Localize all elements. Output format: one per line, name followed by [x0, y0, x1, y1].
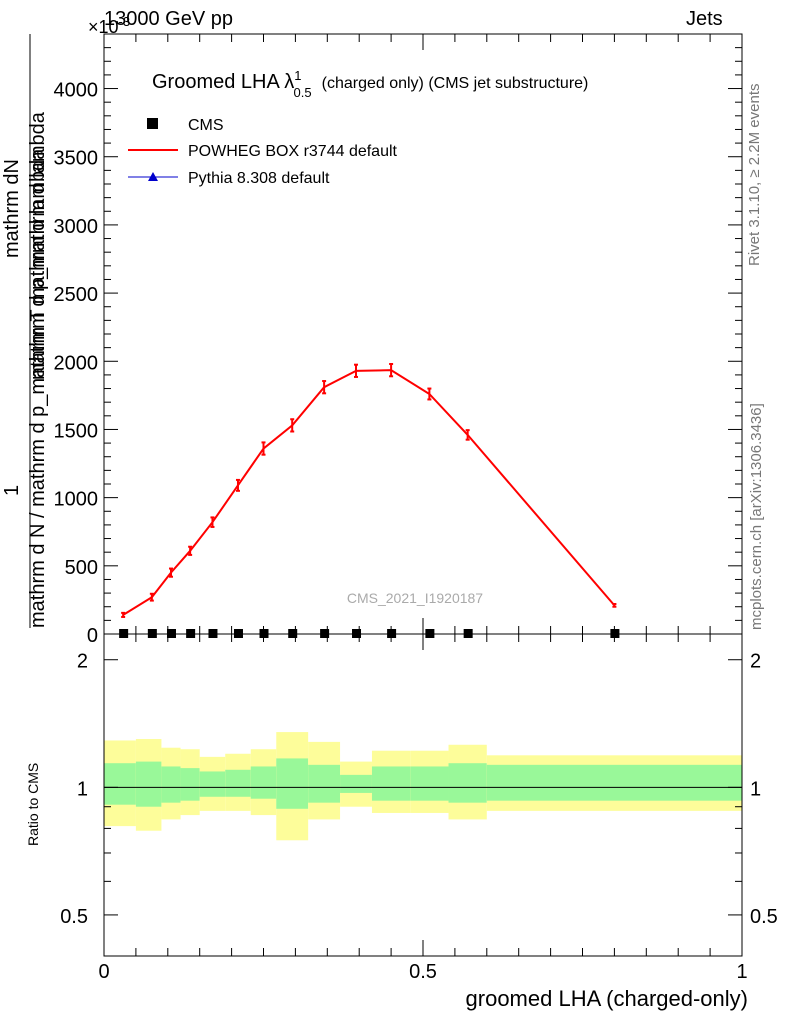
ratio-inner-band-bin	[161, 766, 181, 803]
upper-y-tick-label: 3500	[54, 148, 99, 170]
upper-y-tick-label: 500	[65, 557, 98, 579]
header-energy-label: 13000 GeV pp	[104, 8, 233, 30]
ratio-y-axis: 0.5 0.5 1 1 2 2	[60, 651, 778, 928]
upper-y-tick-label: 4000	[54, 80, 99, 102]
upper-y-tick-label: 0	[87, 625, 98, 647]
ratio-x-tick-label: 0	[98, 961, 109, 983]
ratio-inner-band-bin	[180, 768, 200, 801]
ratio-inner-band-bin	[340, 774, 372, 793]
ratio-inner-band-bin	[448, 763, 487, 803]
ylabel-numerator: mathrm dN	[1, 159, 23, 258]
ylabel-denominator: mathrm d p_mathrm d lambda	[27, 111, 49, 380]
legend-pythia-marker	[148, 172, 158, 181]
ratio-inner-band-bin	[135, 761, 162, 807]
ratio-inner-band-bin	[199, 771, 226, 797]
analysis-watermark: CMS_2021_I1920187	[347, 590, 483, 606]
upper-y-axis-label: mathrm dN mathrm d p_mathrm d lambda 1 m…	[1, 34, 49, 628]
x-axis-label: groomed LHA (charged-only)	[466, 986, 748, 1011]
legend-powheg-label: POWHEG BOX r3744 default	[188, 143, 398, 160]
upper-x-axis	[103, 34, 743, 634]
upper-y-tick-label: 2500	[54, 284, 99, 306]
powheg-series	[121, 363, 617, 618]
legend-cms-label: CMS	[188, 117, 224, 134]
ratio-inner-band-bin	[308, 764, 341, 803]
ratio-inner-band-bin	[410, 766, 449, 801]
ratio-inner-band-bin	[276, 758, 309, 809]
ratio-y-tick-label-right: 2	[750, 651, 761, 673]
upper-y-tick-label: 3000	[54, 216, 99, 238]
legend-cms-marker	[147, 118, 158, 129]
upper-y-tick-label: 1500	[54, 420, 99, 442]
ratio-inner-band-bin	[250, 766, 277, 799]
upper-y-tick-label: 2000	[54, 352, 99, 374]
upper-y-axis: 0 500 1000 1500 2000 2500 3000 3500 4000	[54, 33, 742, 647]
header-jets-label: Jets	[686, 8, 723, 30]
ratio-inner-band-bin	[225, 769, 251, 797]
ratio-bands	[104, 732, 742, 841]
ratio-y-tick-label: 2	[77, 651, 88, 673]
upper-y-tick-label: 1000	[54, 489, 99, 511]
ratio-inner-band-bin	[104, 763, 136, 805]
legend-pythia-label: Pythia 8.308 default	[188, 170, 330, 187]
ratio-y-tick-label-right: 1	[750, 778, 761, 800]
ratio-x-tick-label: 0.5	[409, 961, 437, 983]
ratio-y-tick-label: 0.5	[60, 906, 88, 928]
ylabel-frac-numerator: 1	[1, 485, 23, 496]
ratio-x-axis: 0 0.5 1	[98, 634, 748, 983]
ratio-y-tick-label-right: 0.5	[750, 906, 778, 928]
ratio-y-axis-label: Ratio to CMS	[25, 763, 41, 846]
y-exponent-label: ×10-3	[88, 14, 131, 37]
powheg-line	[122, 369, 616, 616]
ratio-inner-band-bin	[371, 766, 411, 801]
ylabel-frac-denominator: mathrm d N / mathrm d p_mathrm T mathrm …	[27, 148, 49, 628]
chart-title: Groomed LHA λ1 0.5(charged only) (CMS jet…	[152, 68, 588, 100]
ratio-y-tick-label: 1	[77, 778, 88, 800]
ratio-inner-band-bin	[486, 764, 742, 801]
ratio-x-tick-label: 1	[736, 961, 747, 983]
